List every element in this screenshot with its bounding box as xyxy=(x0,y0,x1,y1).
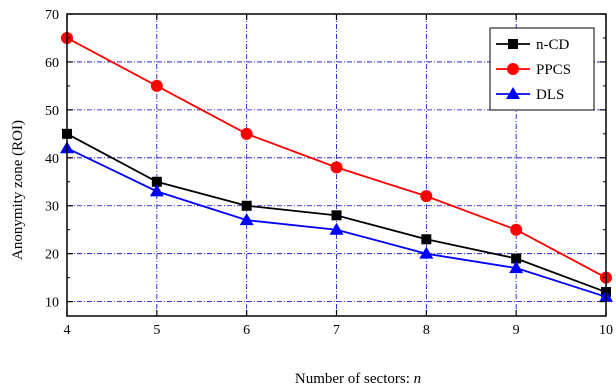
legend-label: n-CD xyxy=(536,37,570,53)
legend: n-CD PPCS DLS xyxy=(489,27,595,111)
legend-item: DLS xyxy=(496,87,564,103)
series-ppcs xyxy=(61,31,612,284)
y-tick-label: 30 xyxy=(45,200,59,215)
legend-item: n-CD xyxy=(496,37,570,53)
legend-label: PPCS xyxy=(536,62,571,78)
x-tick-label: 8 xyxy=(423,323,430,338)
data-point xyxy=(239,213,254,226)
x-tick-label: 6 xyxy=(243,323,250,338)
x-tick-label: 7 xyxy=(333,323,340,338)
data-point xyxy=(509,261,524,274)
legend-item: PPCS xyxy=(496,62,571,78)
data-point xyxy=(149,184,164,197)
y-tick-label: 10 xyxy=(45,296,59,311)
y-tick-label: 40 xyxy=(45,152,59,167)
y-tick-label: 50 xyxy=(45,104,59,119)
data-point xyxy=(240,127,253,140)
data-point xyxy=(329,222,344,235)
y-axis-title: Anonymity zone (ROI) xyxy=(10,120,26,260)
data-point xyxy=(419,246,434,259)
series-layer xyxy=(60,31,613,302)
data-point xyxy=(331,210,342,221)
legend-marker xyxy=(507,63,519,75)
legend-marker xyxy=(508,39,518,49)
y-tick-label: 60 xyxy=(45,56,59,71)
data-point xyxy=(510,223,523,236)
x-axis-variable: n xyxy=(414,371,422,387)
data-point xyxy=(420,190,433,203)
data-point xyxy=(241,200,252,211)
y-tick-label: 20 xyxy=(45,248,59,263)
y-tick-label: 70 xyxy=(45,8,59,23)
data-point xyxy=(330,161,343,174)
data-point xyxy=(421,234,432,245)
x-axis-title: Number of sectors: n xyxy=(295,371,421,387)
tick-layer: 4 5 6 7 8 9 10 10 20 30 40 50 60 70 xyxy=(45,8,613,338)
legend-marker xyxy=(506,87,520,99)
x-tick-label: 4 xyxy=(64,323,71,338)
x-tick-label: 10 xyxy=(599,323,613,338)
series-dls xyxy=(60,141,613,302)
data-point xyxy=(150,79,163,92)
legend-label: DLS xyxy=(536,87,564,103)
data-point xyxy=(151,176,162,187)
data-point xyxy=(511,253,522,264)
x-tick-label: 5 xyxy=(153,323,160,338)
x-tick-label: 9 xyxy=(513,323,520,338)
